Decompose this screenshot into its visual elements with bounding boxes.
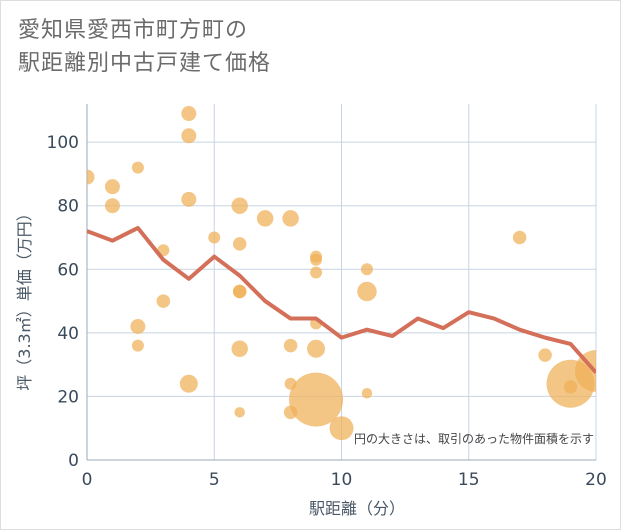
data-point — [179, 374, 198, 393]
x-tick-label: 20 — [585, 470, 607, 490]
data-point — [329, 416, 354, 441]
y-tick-label: 0 — [68, 451, 79, 471]
y-tick-label: 20 — [57, 387, 79, 407]
data-point — [131, 339, 144, 352]
y-axis-label: 坪（3.3㎡）単価（万円） — [15, 205, 34, 390]
y-tick-label: 100 — [47, 133, 79, 153]
data-point — [283, 338, 298, 353]
data-point — [181, 128, 197, 144]
x-tick-label: 0 — [82, 470, 93, 490]
data-point — [232, 237, 247, 251]
data-point — [289, 372, 344, 427]
y-tick-label: 40 — [57, 324, 79, 344]
data-point — [232, 284, 247, 299]
data-point — [282, 210, 299, 227]
data-point — [231, 340, 248, 357]
data-point — [156, 294, 171, 308]
y-tick-label: 80 — [57, 197, 79, 217]
data-point — [208, 231, 221, 244]
data-point — [361, 388, 373, 399]
bubble-layer — [87, 106, 596, 441]
data-point — [181, 191, 197, 207]
data-point — [357, 281, 377, 302]
data-point — [131, 161, 144, 174]
title-line-1: 愛知県愛西市町方町の — [18, 18, 249, 43]
data-point — [310, 253, 323, 266]
data-point — [104, 198, 120, 214]
x-tick-label: 10 — [331, 470, 353, 490]
data-point — [256, 210, 274, 227]
average-line — [87, 225, 596, 374]
x-tick-label: 5 — [209, 470, 220, 490]
data-point — [234, 407, 245, 418]
data-point — [87, 169, 95, 185]
data-point — [563, 380, 578, 394]
data-point — [130, 319, 146, 334]
data-point — [307, 339, 326, 358]
tick-labels: 0 20 40 60 80 100 0 5 10 15 20 — [47, 133, 607, 490]
grid-lines — [86, 104, 597, 461]
data-point — [512, 230, 527, 245]
x-tick-label: 15 — [458, 470, 480, 490]
data-point — [104, 179, 120, 195]
data-point — [231, 197, 248, 214]
chart-title: 愛知県愛西市町方町の 駅距離別中古戸建て価格 — [18, 14, 271, 80]
data-point — [575, 350, 596, 392]
x-axis-label: 駅距離（分） — [309, 499, 405, 518]
bubble-size-note: 円の大きさは、取引のあった物件面積を示す — [354, 431, 594, 446]
title-line-2: 駅距離別中古戸建て価格 — [18, 51, 272, 76]
y-tick-label: 60 — [57, 260, 79, 280]
data-point — [538, 348, 552, 362]
data-point — [181, 106, 197, 122]
data-point — [310, 266, 323, 279]
data-point — [360, 263, 373, 276]
